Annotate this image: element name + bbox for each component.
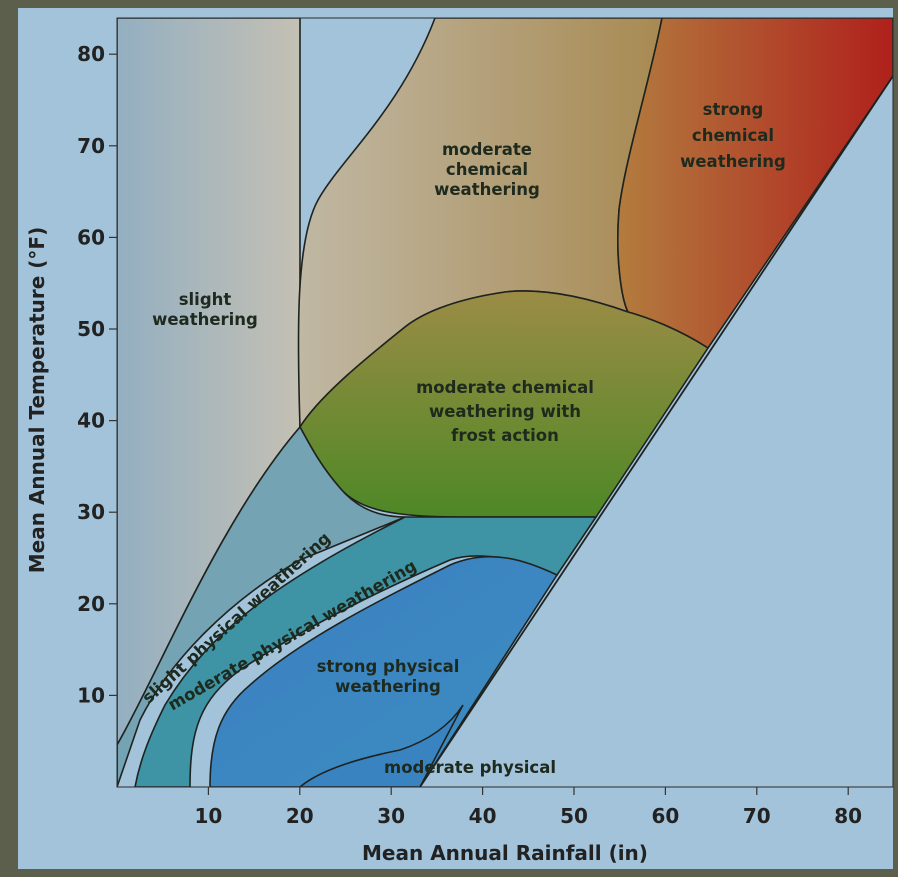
region-label-moderate-chemical-weathering-with-frost-action: moderate chemical weathering with frost ac… (416, 378, 594, 445)
region-label-line: strong (703, 100, 764, 119)
x-axis-band (18, 787, 893, 869)
x-tick-label: 10 (194, 804, 222, 828)
region-label-moderate-physical: moderate physical (384, 758, 556, 777)
x-tick-label: 20 (286, 804, 314, 828)
x-tick-label: 30 (377, 804, 405, 828)
boundary-line-diagonal (419, 75, 893, 787)
region-label-slight-weathering: slight weathering (152, 290, 258, 329)
region-label-moderate-chemical-weathering: moderate chemical weathering (434, 140, 540, 199)
y-axis-title: Mean Annual Temperature (°F) (25, 227, 49, 573)
region-strong-physical-weathering (209, 555, 559, 787)
y-tick-label: 60 (77, 225, 105, 249)
y-axis-ticks: 10 20 30 40 50 60 70 80 (77, 42, 117, 707)
x-axis-title: Mean Annual Rainfall (in) (362, 841, 648, 865)
region-label-line: moderate (442, 140, 532, 159)
region-label-strong-physical-weathering: strong physical weathering (317, 657, 460, 696)
region-label-line: weathering with (429, 402, 581, 421)
y-tick-label: 70 (77, 134, 105, 158)
y-tick-label: 30 (77, 500, 105, 524)
x-tick-label: 40 (469, 804, 497, 828)
y-axis-band (18, 8, 117, 869)
region-label-line: moderate physical (384, 758, 556, 777)
y-tick-label: 40 (77, 409, 105, 433)
region-label-line: weathering (680, 152, 786, 171)
region-label-line: weathering (335, 677, 441, 696)
region-label-line: weathering (434, 180, 540, 199)
y-tick-label: 50 (77, 317, 105, 341)
region-label-line: weathering (152, 310, 258, 329)
y-tick-label: 80 (77, 42, 105, 66)
y-tick-label: 20 (77, 592, 105, 616)
region-moderate-physical (298, 704, 464, 787)
y-tick-label: 10 (77, 683, 105, 707)
region-label-line: slight (179, 290, 232, 309)
x-tick-label: 50 (560, 804, 588, 828)
region-moderate-physical-weathering (134, 516, 598, 787)
region-label-line: chemical (692, 126, 774, 145)
region-label-strong-chemical-weathering: strong chemical weathering (680, 100, 786, 171)
x-tick-label: 70 (743, 804, 771, 828)
region-label-line: chemical (446, 160, 528, 179)
region-label-line: strong physical (317, 657, 460, 676)
region-label-line: frost action (451, 426, 559, 445)
x-axis-ticks: 10 20 30 40 50 60 70 80 (194, 787, 862, 828)
x-tick-label: 80 (834, 804, 862, 828)
region-slight-physical-weathering (117, 425, 406, 787)
x-tick-label: 60 (651, 804, 679, 828)
region-label-line: moderate chemical (416, 378, 594, 397)
